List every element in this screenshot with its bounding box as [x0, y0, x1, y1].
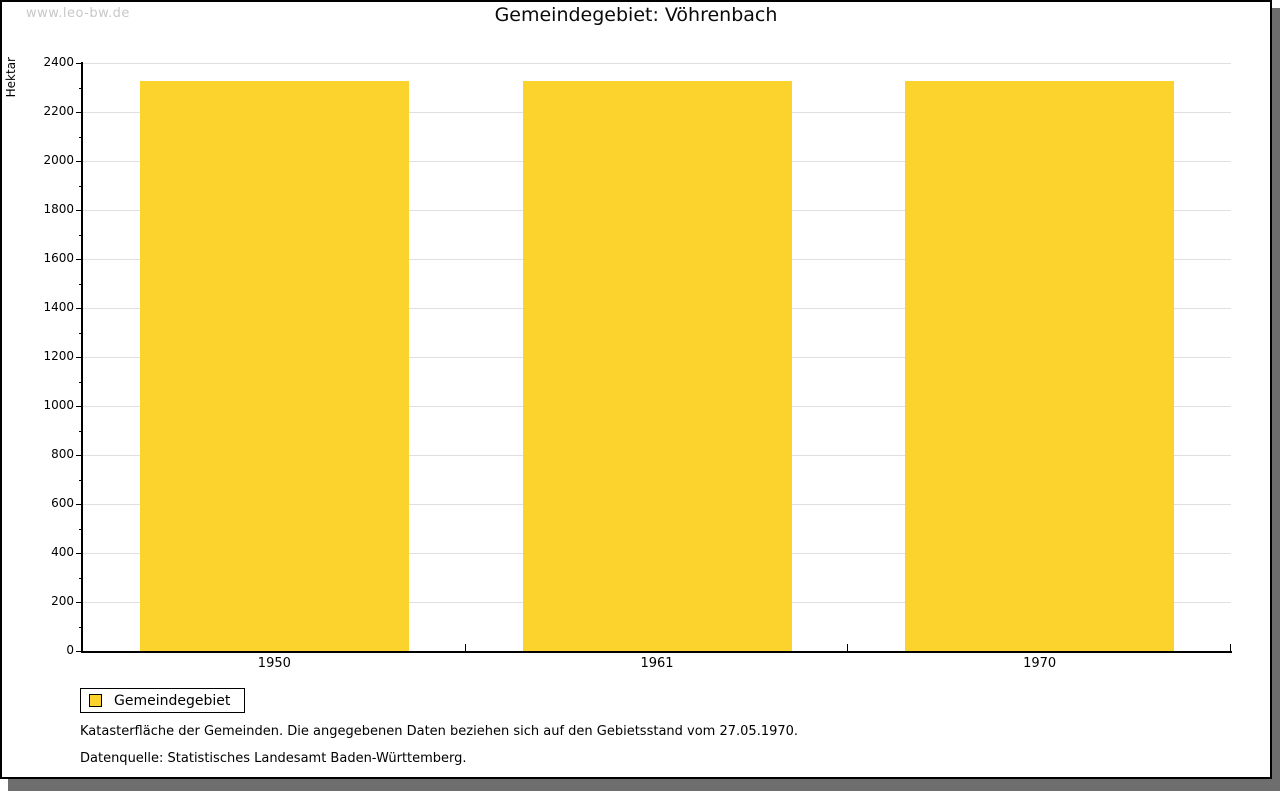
y-tick-label: 0 [66, 643, 74, 657]
drop-shadow-right [1272, 8, 1280, 791]
y-tick-label: 1600 [43, 251, 74, 265]
bar-1970 [905, 80, 1175, 651]
y-major-tick [76, 602, 83, 603]
y-axis-title: Hektar [4, 57, 18, 98]
y-major-tick [76, 161, 83, 162]
y-major-tick [76, 357, 83, 358]
y-major-tick [76, 112, 83, 113]
gridline [83, 63, 1231, 64]
drop-shadow-bottom [8, 779, 1272, 791]
y-tick-label: 200 [51, 594, 74, 608]
y-tick-label: 2400 [43, 55, 74, 69]
x-category-label-1961: 1961 [640, 656, 674, 671]
x-axis-line [81, 651, 1232, 653]
y-tick-label: 2200 [43, 104, 74, 118]
x-category-label-1950: 1950 [257, 656, 291, 671]
y-tick-label: 1000 [43, 398, 74, 412]
x-boundary-tick [1230, 644, 1231, 651]
x-category-label-1970: 1970 [1023, 656, 1057, 671]
y-tick-label: 600 [51, 496, 74, 510]
x-boundary-tick [847, 644, 849, 651]
y-tick-label: 1400 [43, 300, 74, 314]
y-major-tick [76, 553, 83, 554]
y-major-tick [76, 63, 83, 64]
y-tick-label: 2000 [43, 153, 74, 167]
y-major-tick [76, 210, 83, 211]
x-boundary-tick [464, 644, 466, 651]
legend-swatch-gemeindegebiet [89, 694, 102, 707]
y-tick-label: 400 [51, 545, 74, 559]
legend: Gemeindegebiet [80, 688, 246, 713]
y-major-tick [76, 504, 83, 505]
bar-1950 [139, 80, 409, 651]
y-tick-label: 800 [51, 447, 74, 461]
footnote-source-note: Katasterfläche der Gemeinden. Die angege… [80, 724, 799, 739]
y-major-tick [76, 651, 83, 652]
footnote-data-source: Datenquelle: Statistisches Landesamt Bad… [80, 751, 467, 766]
bar-1961 [522, 80, 792, 651]
y-axis-line [81, 62, 83, 653]
y-major-tick [76, 259, 83, 260]
chart-title: Gemeindegebiet: Vöhrenbach [494, 4, 778, 26]
watermark: www.leo-bw.de [26, 6, 130, 21]
y-major-tick [76, 308, 83, 309]
legend-label: Gemeindegebiet [114, 692, 231, 709]
y-tick-label: 1200 [43, 349, 74, 363]
y-tick-label: 1800 [43, 202, 74, 216]
y-major-tick [76, 406, 83, 407]
y-major-tick [76, 455, 83, 456]
